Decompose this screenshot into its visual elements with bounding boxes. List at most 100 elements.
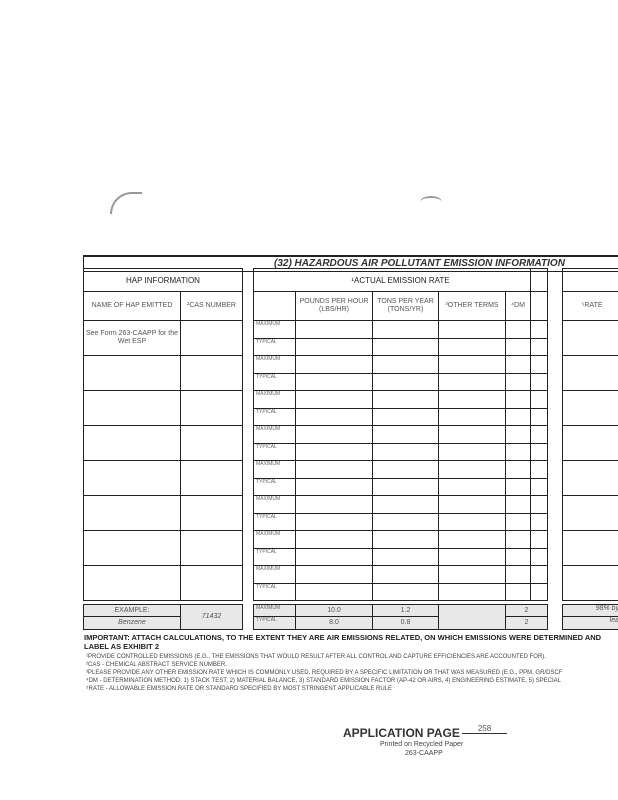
hap-name-cell[interactable] — [83, 460, 181, 496]
emission-cell[interactable] — [505, 355, 531, 374]
cas-cell[interactable] — [180, 530, 243, 566]
hap-name-cell[interactable] — [83, 390, 181, 426]
emission-cell[interactable] — [505, 337, 531, 356]
emission-cell[interactable] — [505, 495, 531, 514]
emission-cell[interactable] — [372, 565, 439, 584]
emission-cell[interactable] — [530, 565, 548, 584]
emission-cell[interactable] — [372, 425, 439, 444]
emission-cell[interactable] — [295, 407, 373, 426]
emission-cell[interactable] — [438, 582, 506, 601]
hap-name-cell[interactable] — [83, 355, 181, 391]
emission-cell[interactable] — [372, 547, 439, 566]
emission-cell[interactable] — [530, 337, 548, 356]
emission-cell[interactable] — [295, 390, 373, 409]
rate-cell[interactable] — [562, 565, 618, 601]
emission-cell[interactable] — [438, 530, 506, 549]
hap-name-cell[interactable] — [83, 425, 181, 461]
emission-cell[interactable] — [372, 320, 439, 339]
emission-cell[interactable] — [505, 407, 531, 426]
emission-cell[interactable] — [295, 460, 373, 479]
emission-cell[interactable] — [438, 565, 506, 584]
emission-cell[interactable] — [372, 390, 439, 409]
emission-cell[interactable] — [505, 425, 531, 444]
emission-cell[interactable] — [372, 495, 439, 514]
emission-cell[interactable] — [505, 442, 531, 461]
emission-cell[interactable] — [530, 442, 548, 461]
emission-cell[interactable] — [530, 512, 548, 531]
emission-cell[interactable] — [372, 530, 439, 549]
emission-cell[interactable] — [438, 512, 506, 531]
emission-cell[interactable] — [295, 530, 373, 549]
emission-cell[interactable] — [438, 547, 506, 566]
emission-cell[interactable] — [530, 320, 548, 339]
emission-cell[interactable] — [505, 320, 531, 339]
rate-cell[interactable] — [562, 530, 618, 566]
emission-cell[interactable] — [505, 460, 531, 479]
emission-cell[interactable] — [372, 477, 439, 496]
emission-cell[interactable] — [530, 355, 548, 374]
emission-cell[interactable] — [438, 390, 506, 409]
emission-cell[interactable] — [530, 495, 548, 514]
hap-name-cell[interactable]: See Form 263-CAAPP for the Wet ESP — [83, 320, 181, 356]
emission-cell[interactable] — [505, 565, 531, 584]
hap-name-cell[interactable] — [83, 530, 181, 566]
emission-cell[interactable] — [372, 582, 439, 601]
emission-cell[interactable] — [372, 460, 439, 479]
emission-cell[interactable] — [438, 425, 506, 444]
cas-cell[interactable] — [180, 565, 243, 601]
emission-cell[interactable] — [295, 477, 373, 496]
emission-cell[interactable] — [530, 407, 548, 426]
rate-cell[interactable] — [562, 390, 618, 426]
emission-cell[interactable] — [530, 477, 548, 496]
cas-cell[interactable] — [180, 390, 243, 426]
emission-cell[interactable] — [505, 512, 531, 531]
emission-cell[interactable] — [295, 442, 373, 461]
emission-cell[interactable] — [438, 407, 506, 426]
emission-cell[interactable] — [295, 337, 373, 356]
emission-cell[interactable] — [372, 407, 439, 426]
cas-cell[interactable] — [180, 425, 243, 461]
emission-cell[interactable] — [295, 355, 373, 374]
emission-cell[interactable] — [295, 425, 373, 444]
cas-cell[interactable] — [180, 355, 243, 391]
emission-cell[interactable] — [438, 477, 506, 496]
emission-cell[interactable] — [530, 547, 548, 566]
emission-cell[interactable] — [505, 372, 531, 391]
emission-cell[interactable] — [505, 582, 531, 601]
emission-cell[interactable] — [530, 372, 548, 391]
cas-cell[interactable] — [180, 460, 243, 496]
emission-cell[interactable] — [505, 530, 531, 549]
rate-cell[interactable] — [562, 425, 618, 461]
hap-name-cell[interactable] — [83, 495, 181, 531]
emission-cell[interactable] — [530, 425, 548, 444]
emission-cell[interactable] — [505, 547, 531, 566]
emission-cell[interactable] — [530, 582, 548, 601]
emission-cell[interactable] — [295, 495, 373, 514]
emission-cell[interactable] — [438, 442, 506, 461]
rate-cell[interactable] — [562, 355, 618, 391]
emission-cell[interactable] — [438, 337, 506, 356]
rate-cell[interactable] — [562, 495, 618, 531]
hap-name-cell[interactable] — [83, 565, 181, 601]
emission-cell[interactable] — [438, 320, 506, 339]
emission-cell[interactable] — [372, 442, 439, 461]
emission-cell[interactable] — [438, 495, 506, 514]
emission-cell[interactable] — [295, 565, 373, 584]
cas-cell[interactable] — [180, 320, 243, 356]
emission-cell[interactable] — [295, 372, 373, 391]
emission-cell[interactable] — [438, 460, 506, 479]
emission-cell[interactable] — [438, 372, 506, 391]
emission-cell[interactable] — [505, 390, 531, 409]
emission-cell[interactable] — [372, 337, 439, 356]
cas-cell[interactable] — [180, 495, 243, 531]
rate-cell[interactable] — [562, 460, 618, 496]
emission-cell[interactable] — [295, 512, 373, 531]
emission-cell[interactable] — [530, 390, 548, 409]
emission-cell[interactable] — [372, 372, 439, 391]
rate-cell[interactable] — [562, 320, 618, 356]
emission-cell[interactable] — [372, 512, 439, 531]
emission-cell[interactable] — [438, 355, 506, 374]
emission-cell[interactable] — [372, 355, 439, 374]
emission-cell[interactable] — [530, 530, 548, 549]
emission-cell[interactable] — [505, 477, 531, 496]
